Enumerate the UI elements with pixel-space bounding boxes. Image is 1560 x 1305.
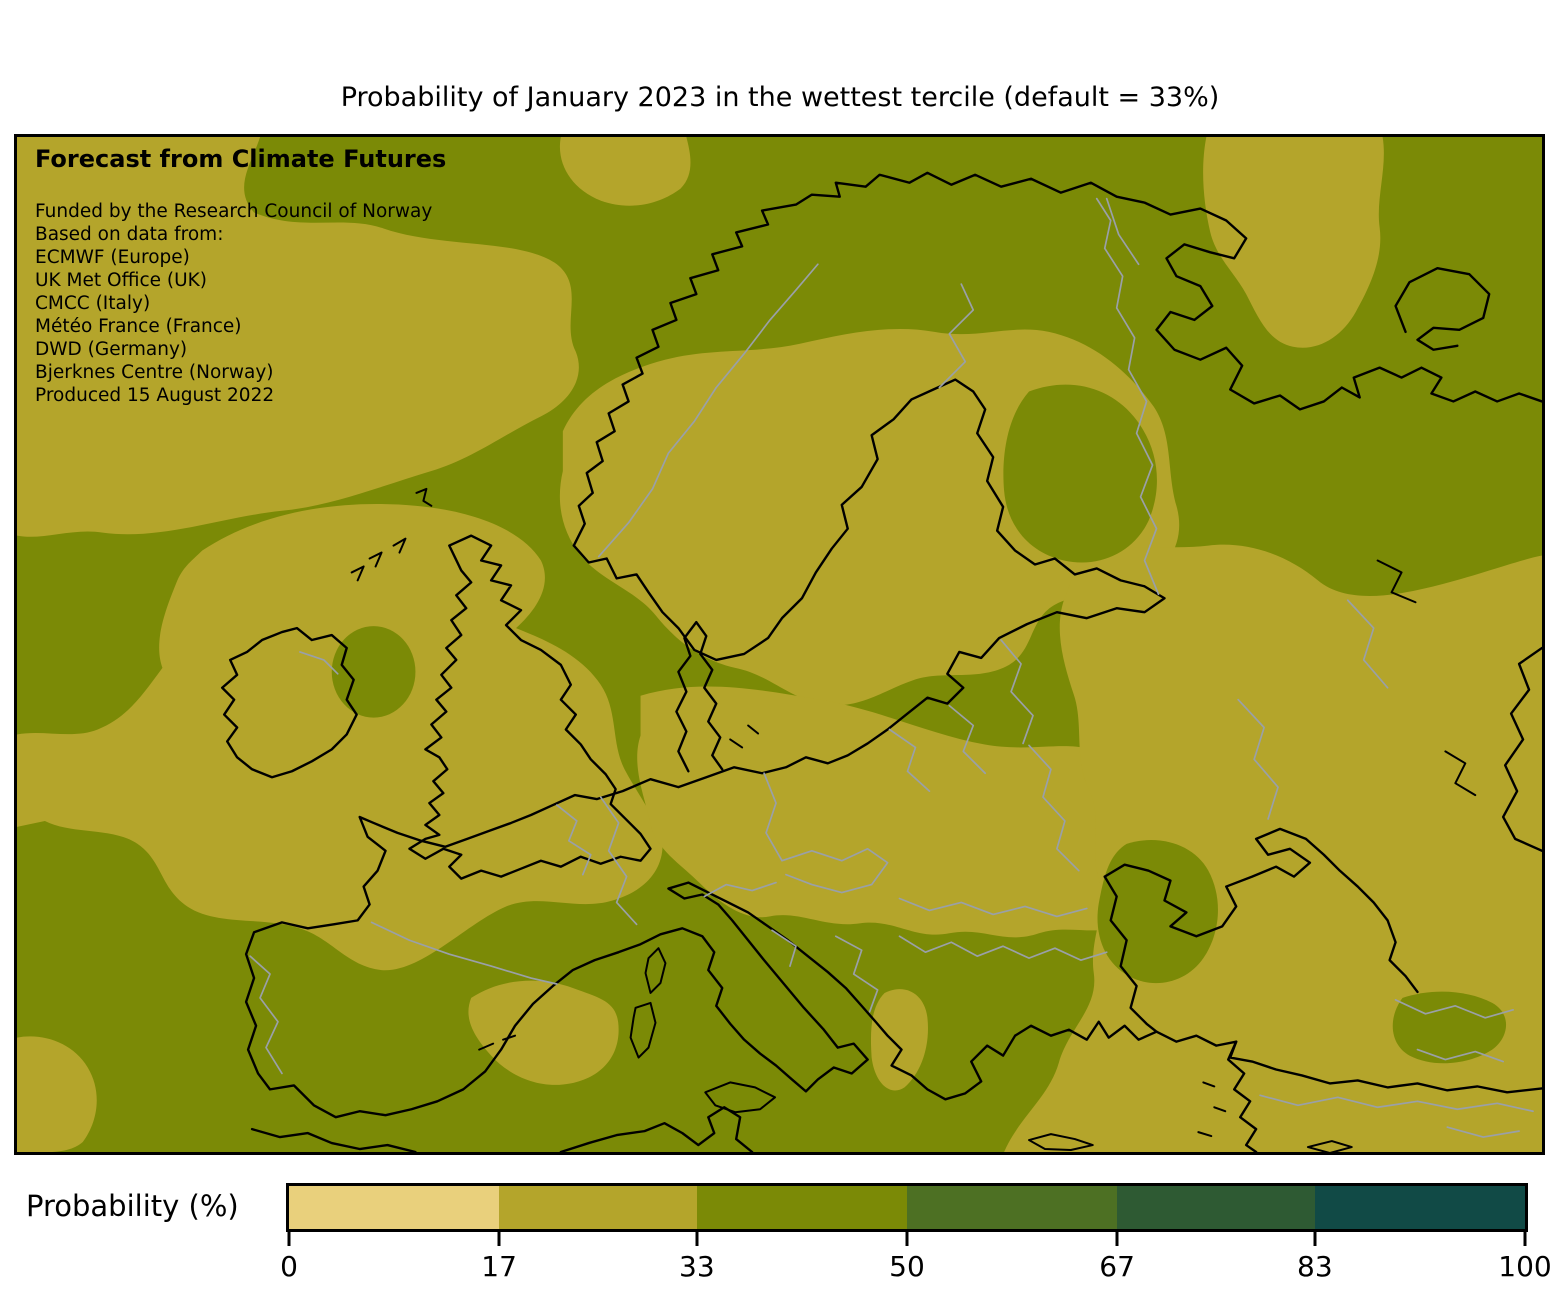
tick-mark — [1313, 1232, 1317, 1246]
tick-mark — [497, 1232, 501, 1246]
credit-line: Météo France (France) — [35, 316, 242, 337]
tick-label: 33 — [679, 1250, 715, 1283]
map-area: Forecast from Climate Futures Funded by … — [14, 134, 1545, 1155]
tick-label: 100 — [1498, 1250, 1552, 1283]
tick-label: 0 — [280, 1250, 298, 1283]
credit-line: ECMWF (Europe) — [35, 247, 190, 268]
credit-line: Funded by the Research Council of Norway — [35, 201, 433, 222]
colorbar-segment-50-67 — [906, 1186, 1118, 1229]
tick-mark — [287, 1232, 291, 1246]
credit-line: Based on data from: — [35, 224, 224, 245]
tick-label: 83 — [1297, 1250, 1333, 1283]
tick-label: 50 — [889, 1250, 925, 1283]
credit-line: Bjerknes Centre (Norway) — [35, 362, 274, 383]
credit-line: CMCC (Italy) — [35, 293, 151, 314]
tick-label: 67 — [1099, 1250, 1135, 1283]
colorbar-segment-17-33 — [499, 1186, 697, 1229]
tick-label: 17 — [481, 1250, 517, 1283]
coastlines — [220, 171, 1542, 1152]
map-text-overlay: Forecast from Climate Futures Funded by … — [35, 145, 446, 407]
colorbar-segment-83-100 — [1314, 1186, 1525, 1229]
country-borders — [249, 197, 1534, 1138]
colorbar-segment-0-17 — [289, 1186, 500, 1229]
colorbar-ticks — [287, 1232, 1527, 1247]
tick-mark — [1115, 1232, 1119, 1246]
colorbar-ticklabels: 0 17 33 50 67 83 100 — [280, 1250, 1552, 1284]
credit-line: UK Met Office (UK) — [35, 270, 208, 291]
colorbar-segment-67-83 — [1117, 1186, 1315, 1229]
tick-mark — [1523, 1232, 1527, 1246]
credit-line: Produced 15 August 2022 — [35, 385, 275, 406]
europe-map — [17, 137, 1542, 1152]
probability-region-33-50 — [331, 384, 1507, 1064]
tick-mark — [905, 1232, 909, 1246]
colorbar-segment-33-50 — [696, 1186, 907, 1229]
colorbar-label: Probability (%) — [26, 1189, 239, 1223]
colorbar — [286, 1183, 1528, 1232]
credits: Funded by the Research Council of Norway… — [35, 200, 446, 407]
tick-mark — [695, 1232, 699, 1246]
credit-line: DWD (Germany) — [35, 339, 188, 360]
overlay-heading: Forecast from Climate Futures — [35, 145, 447, 173]
figure-title: Probability of January 2023 in the wette… — [340, 82, 1220, 113]
